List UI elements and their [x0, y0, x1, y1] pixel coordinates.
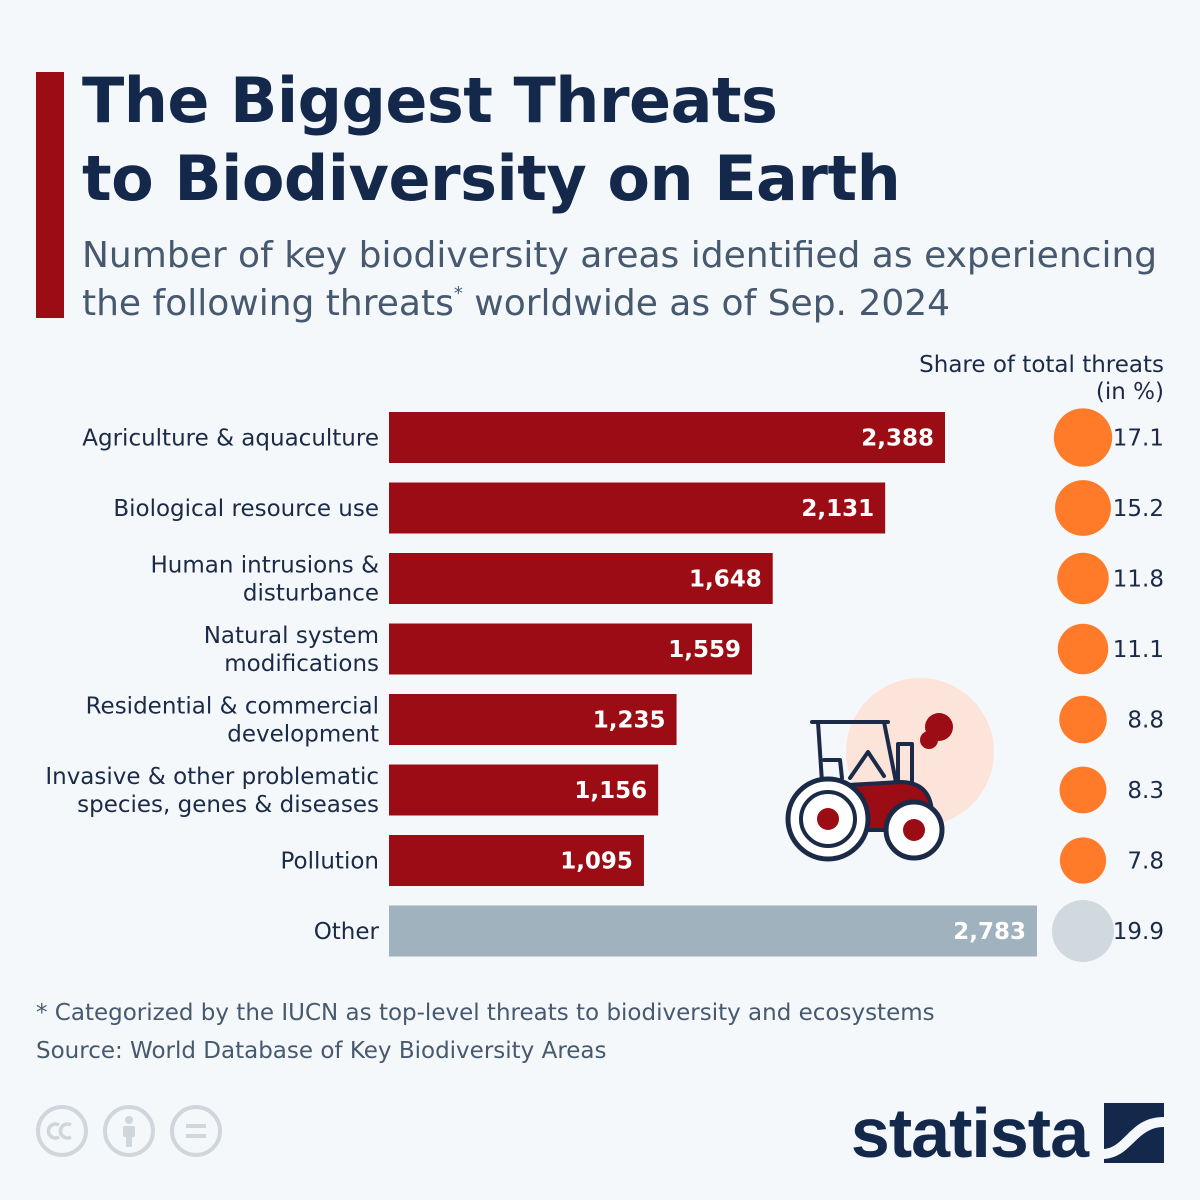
- tractor-seat: [822, 758, 844, 780]
- bars-layer: 2,388 2,131 1,648 1,559 1,235 1,156 1,095 2,783: [389, 412, 1037, 957]
- category-label: Human intrusions &: [150, 553, 379, 579]
- title-line-2: to Biodiversity on Earth: [82, 142, 901, 215]
- category-label: Agriculture & aquaculture: [82, 426, 379, 452]
- share-value-label: 11.1: [1113, 637, 1164, 663]
- statista-logo[interactable]: statista: [851, 1098, 1164, 1168]
- category-label: Biological resource use: [113, 496, 379, 522]
- subtitle-asterisk: *: [453, 283, 463, 304]
- bar: [389, 694, 677, 745]
- source-note: Source: World Database of Key Biodiversi…: [36, 1038, 607, 1064]
- category-label: Pollution: [280, 849, 379, 875]
- bar: [389, 482, 886, 534]
- bar: [389, 835, 644, 886]
- title-line-1: The Biggest Threats: [82, 64, 778, 137]
- bar-value-label: 2,131: [801, 496, 874, 522]
- share-value-label: 8.3: [1127, 778, 1164, 804]
- bar-chart: 2,388 2,131 1,648 1,559 1,235 1,156 1,095 2,783…: [45, 408, 1164, 962]
- share-value-label: 11.8: [1113, 567, 1164, 593]
- share-header-line-1: Share of total threats: [919, 352, 1164, 378]
- bar-value-label: 1,648: [689, 567, 762, 593]
- footnote: * Categorized by the IUCN as top-level t…: [36, 1000, 935, 1026]
- category-label: development: [227, 722, 379, 748]
- license-icons: [36, 1105, 222, 1157]
- no-derivatives-icon[interactable]: [170, 1105, 222, 1157]
- tractor-steering: [848, 750, 886, 780]
- share-value-label: 15.2: [1113, 496, 1164, 522]
- tractor-cab-post-rear: [882, 720, 898, 784]
- tractor-rear-wheel-hub: [817, 808, 839, 830]
- bar: [389, 905, 1037, 957]
- bar-value-label: 1,095: [560, 849, 633, 875]
- bar-value-label: 1,235: [593, 708, 666, 734]
- statista-mark-icon: [1104, 1103, 1164, 1163]
- share-bubble: [1055, 480, 1111, 536]
- brand-name: statista: [850, 1094, 1089, 1172]
- share-column-header: Share of total threats (in %): [919, 352, 1164, 406]
- share-bubble: [1057, 552, 1109, 605]
- tractor-exhaust: [896, 742, 914, 788]
- exhaust-smoke-small: [920, 731, 938, 749]
- attribution-icon[interactable]: [103, 1105, 155, 1157]
- share-bubble: [1057, 623, 1109, 675]
- bar: [389, 553, 773, 604]
- title-accent-bar: [36, 72, 64, 318]
- share-bubble: [1059, 695, 1107, 744]
- category-label: Invasive & other problematic: [45, 764, 379, 790]
- bar-value-label: 1,156: [574, 778, 647, 804]
- category-label: Natural system: [204, 623, 379, 649]
- subtitle-line-2b: worldwide as of Sep. 2024: [462, 283, 951, 324]
- category-label: species, genes & diseases: [77, 792, 379, 818]
- tractor-rear-wheel-rim: [799, 790, 857, 848]
- bar: [389, 412, 946, 463]
- share-value-label: 17.1: [1113, 426, 1164, 452]
- category-label: disturbance: [243, 581, 379, 607]
- bar-value-label: 2,388: [861, 426, 934, 452]
- chart-subtitle: Number of key biodiversity areas identif…: [82, 232, 1182, 328]
- share-bubble: [1059, 837, 1107, 884]
- bar: [389, 764, 659, 816]
- share-value-label: 8.8: [1127, 708, 1164, 734]
- share-header-line-2: (in %): [1095, 379, 1164, 405]
- subtitle-line-1: Number of key biodiversity areas identif…: [82, 235, 1158, 276]
- category-label: Other: [314, 919, 380, 945]
- tractor-illustration: [785, 678, 994, 862]
- bubbles-layer: 17.1 15.2 11.8 11.1 8.8 8.3 7.8 19.9: [1052, 408, 1164, 962]
- share-bubble: [1053, 408, 1113, 467]
- labels-layer: Agriculture & aquaculture Biological reso…: [45, 426, 379, 946]
- cc-icon[interactable]: [36, 1105, 88, 1157]
- share-value-label: 19.9: [1113, 919, 1164, 945]
- subtitle-line-2a: the following threats: [82, 283, 454, 324]
- bar-value-label: 2,783: [953, 919, 1026, 945]
- share-bubble: [1059, 766, 1107, 814]
- chart-title: The Biggest Threats to Biodiversity on E…: [82, 62, 901, 218]
- share-bubble: [1052, 900, 1114, 962]
- share-value-label: 7.8: [1127, 849, 1164, 875]
- category-label: modifications: [224, 651, 379, 677]
- category-label: Residential & commercial: [86, 694, 379, 720]
- bar-value-label: 1,559: [668, 637, 741, 663]
- tractor-front-wheel-hub: [903, 819, 925, 841]
- tractor-cab-post-front: [816, 720, 824, 784]
- bar: [389, 623, 753, 675]
